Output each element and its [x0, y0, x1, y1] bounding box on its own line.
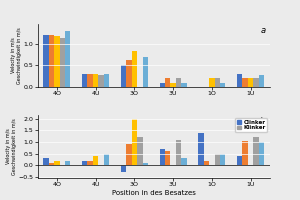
- Bar: [82, 74, 88, 87]
- Bar: [126, 144, 132, 165]
- Bar: [142, 57, 148, 87]
- Bar: [242, 141, 248, 165]
- Y-axis label: Velocity in m/s
Geschwindigkeit in m/s: Velocity in m/s Geschwindigkeit in m/s: [11, 27, 22, 84]
- Bar: [88, 161, 93, 165]
- Bar: [104, 154, 109, 165]
- Bar: [253, 78, 259, 87]
- Bar: [214, 154, 220, 165]
- Bar: [54, 161, 60, 165]
- Text: b: b: [260, 117, 266, 126]
- Bar: [43, 35, 49, 87]
- Bar: [49, 35, 54, 87]
- Bar: [214, 78, 220, 87]
- Text: a: a: [260, 26, 266, 35]
- Bar: [220, 154, 225, 165]
- Bar: [93, 74, 98, 87]
- Bar: [43, 158, 49, 165]
- Bar: [93, 156, 98, 165]
- Bar: [198, 133, 204, 165]
- Bar: [248, 78, 253, 87]
- Bar: [242, 78, 248, 87]
- Bar: [170, 83, 176, 87]
- Bar: [181, 83, 187, 87]
- Bar: [126, 60, 132, 87]
- Bar: [137, 137, 142, 165]
- Bar: [54, 36, 60, 87]
- Bar: [88, 74, 93, 87]
- Bar: [253, 137, 259, 165]
- Bar: [104, 74, 109, 87]
- Bar: [165, 78, 170, 87]
- Bar: [65, 161, 70, 165]
- Y-axis label: Velocity in m/s
Geschwindigkeit in m/s: Velocity in m/s Geschwindigkeit in m/s: [6, 118, 17, 175]
- Bar: [237, 74, 242, 87]
- Bar: [142, 163, 148, 165]
- Bar: [160, 83, 165, 87]
- Bar: [259, 75, 264, 87]
- Bar: [132, 51, 137, 87]
- Bar: [259, 142, 264, 165]
- Bar: [49, 163, 54, 165]
- Bar: [98, 75, 104, 87]
- X-axis label: Position in des Besatzes: Position in des Besatzes: [112, 190, 196, 196]
- Bar: [204, 161, 209, 165]
- Bar: [160, 149, 165, 165]
- Legend: Clinker, Klinker: Clinker, Klinker: [235, 118, 267, 132]
- Bar: [220, 83, 225, 87]
- Bar: [209, 78, 214, 87]
- Bar: [60, 38, 65, 87]
- Bar: [132, 119, 137, 165]
- Bar: [181, 158, 187, 165]
- Bar: [176, 140, 181, 165]
- Bar: [65, 31, 70, 87]
- Bar: [121, 165, 126, 172]
- Bar: [121, 65, 126, 87]
- Bar: [165, 151, 170, 165]
- Bar: [82, 161, 88, 165]
- Bar: [237, 156, 242, 165]
- Bar: [176, 78, 181, 87]
